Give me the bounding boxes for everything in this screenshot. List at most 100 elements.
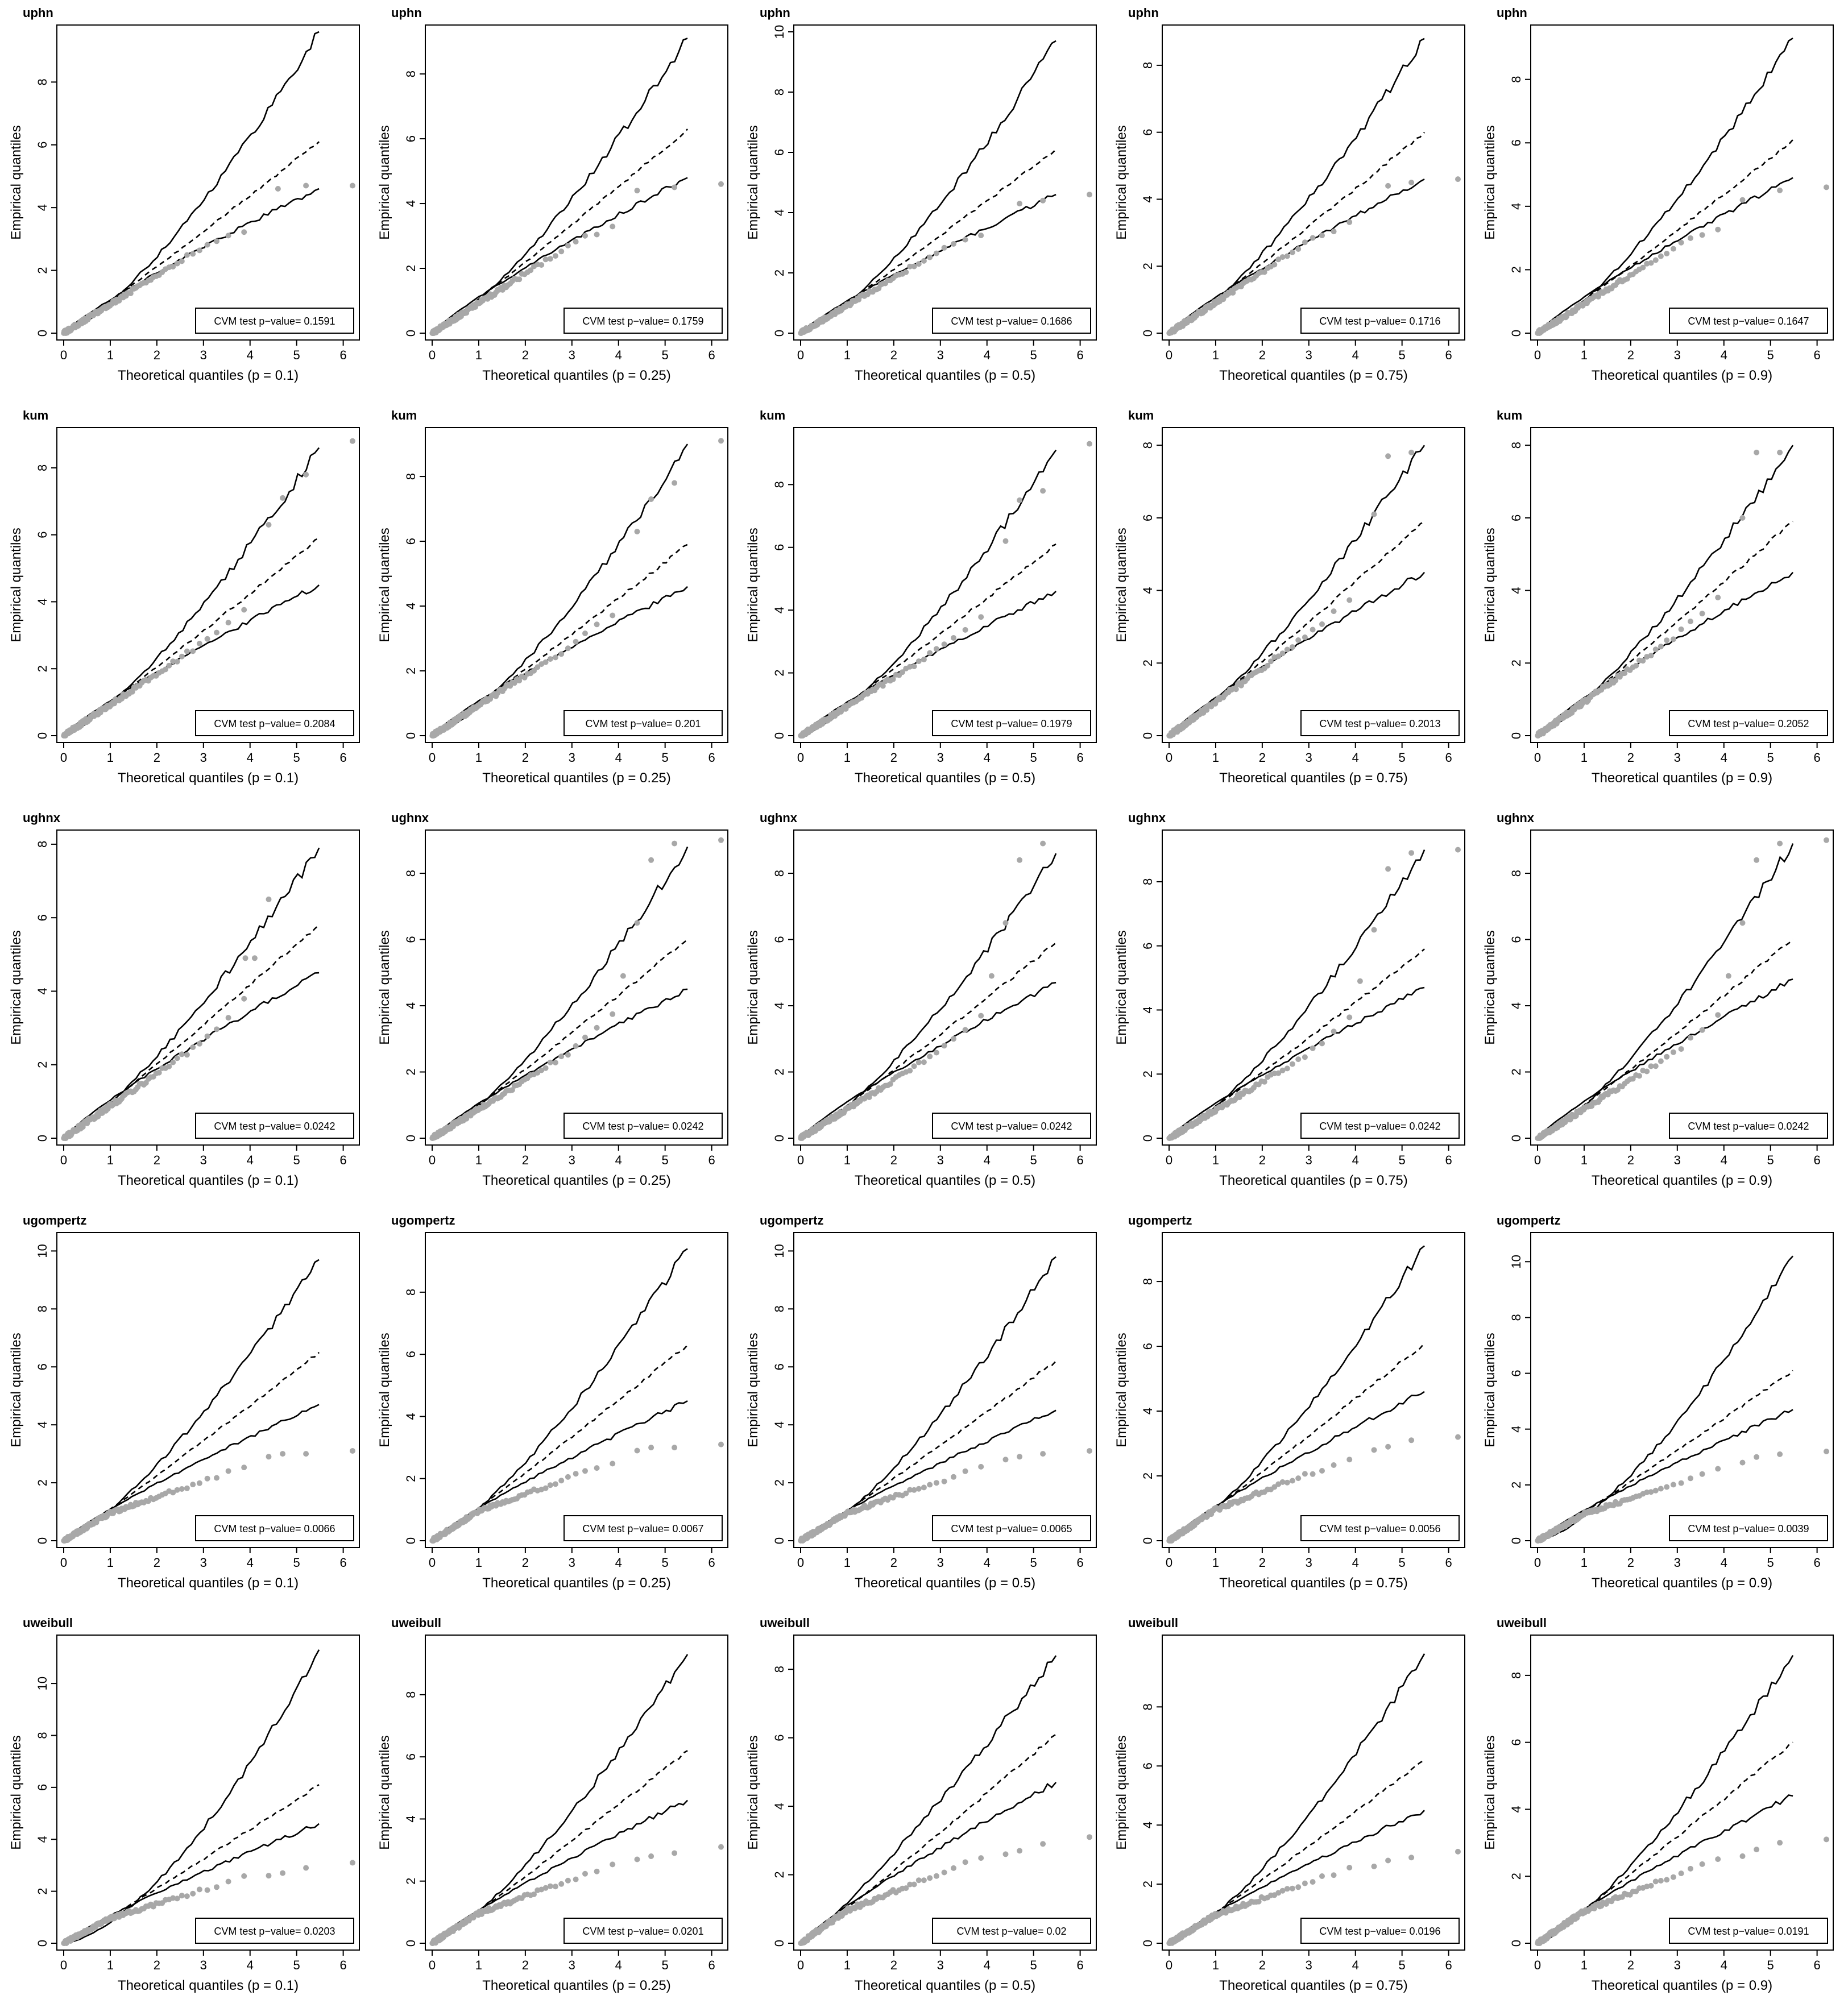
data-point bbox=[634, 529, 640, 534]
median-dashed-line bbox=[1537, 939, 1793, 1139]
upper-envelope-line bbox=[1537, 38, 1793, 334]
median-dashed-line bbox=[1169, 1759, 1425, 1944]
x-tick-label: 0 bbox=[429, 750, 436, 765]
data-point bbox=[927, 1482, 933, 1488]
data-point bbox=[1644, 1068, 1650, 1075]
data-point bbox=[184, 648, 190, 654]
x-tick-label: 3 bbox=[569, 1153, 575, 1167]
y-axis-label: Empirical quantiles bbox=[9, 528, 24, 642]
legend-box bbox=[1300, 1918, 1460, 1944]
y-tick-label: 0 bbox=[35, 1537, 49, 1544]
x-tick-label: 5 bbox=[293, 1958, 300, 1972]
x-tick-label: 3 bbox=[569, 750, 575, 765]
x-tick-label: 2 bbox=[522, 348, 529, 362]
x-tick-label: 6 bbox=[708, 750, 715, 765]
data-point bbox=[1688, 1865, 1693, 1872]
x-tick-label: 0 bbox=[429, 348, 436, 362]
data-point bbox=[303, 1865, 309, 1871]
data-point bbox=[1295, 246, 1302, 252]
x-tick-label: 1 bbox=[1581, 1153, 1588, 1167]
x-tick-label: 0 bbox=[1534, 1958, 1541, 1972]
data-point bbox=[648, 1445, 654, 1451]
y-tick-label: 8 bbox=[1141, 442, 1155, 449]
y-tick-label: 6 bbox=[35, 1363, 49, 1370]
legend-pvalue-text: CVM test p−value= 0.0242 bbox=[582, 1121, 703, 1132]
data-point bbox=[170, 1490, 176, 1496]
median-dashed-line bbox=[432, 544, 688, 737]
data-point bbox=[1002, 1457, 1009, 1463]
upper-envelope-line bbox=[1169, 849, 1426, 1139]
data-point bbox=[1754, 1847, 1760, 1853]
data-point bbox=[241, 1873, 247, 1879]
panel-ughnx-1: ughnx 0 1 2 3 4 5 6 0 2 4 6 8 Theoretical quantiles (… bbox=[9, 811, 360, 1188]
data-point bbox=[558, 1053, 565, 1060]
data-point bbox=[190, 648, 196, 654]
legend-pvalue-text: CVM test p−value= 0.2052 bbox=[1688, 718, 1809, 729]
data-point bbox=[1699, 1471, 1705, 1477]
data-point bbox=[516, 678, 523, 684]
data-point bbox=[565, 645, 571, 652]
x-tick-label: 6 bbox=[339, 1153, 346, 1167]
data-point bbox=[573, 638, 579, 645]
x-tick-label: 0 bbox=[60, 1555, 67, 1570]
data-point bbox=[565, 1877, 571, 1884]
data-point bbox=[1017, 201, 1023, 207]
x-axis-label: Theoretical quantiles (p = 0.1) bbox=[118, 368, 299, 383]
data-point bbox=[1644, 1489, 1650, 1495]
data-point bbox=[1289, 1061, 1295, 1067]
data-point bbox=[915, 261, 922, 267]
data-point bbox=[573, 1043, 579, 1049]
legend-pvalue-text: CVM test p−value= 0.0066 bbox=[214, 1523, 335, 1534]
data-point bbox=[1295, 637, 1302, 643]
y-tick-label: 6 bbox=[1509, 936, 1523, 943]
data-point bbox=[1302, 1054, 1308, 1060]
legend-pvalue-text: CVM test p−value= 0.02 bbox=[956, 1926, 1066, 1937]
legend-box bbox=[563, 1113, 723, 1139]
upper-envelope-line bbox=[1169, 445, 1426, 737]
y-tick-label: 0 bbox=[1509, 330, 1523, 337]
data-point bbox=[531, 1891, 537, 1897]
legend-pvalue-text: CVM test p−value= 0.0065 bbox=[951, 1523, 1072, 1534]
x-tick-label: 0 bbox=[60, 1153, 67, 1167]
y-axis-label: Empirical quantiles bbox=[745, 1735, 761, 1849]
data-point bbox=[1777, 449, 1783, 455]
data-point bbox=[538, 262, 545, 268]
data-point bbox=[516, 276, 523, 283]
data-point bbox=[214, 1884, 219, 1890]
x-tick-label: 6 bbox=[1813, 348, 1820, 362]
plot-frame bbox=[56, 829, 360, 1146]
data-point bbox=[204, 1033, 210, 1039]
data-point bbox=[1289, 644, 1295, 650]
y-tick-label: 6 bbox=[35, 532, 49, 538]
data-point bbox=[1385, 866, 1391, 872]
legend-box bbox=[1669, 1515, 1828, 1541]
data-point bbox=[1455, 1434, 1461, 1440]
panel-ughnx-5: ughnx 0 1 2 3 4 5 6 0 2 4 6 8 Theoretical quantiles (… bbox=[1482, 811, 1834, 1188]
y-tick-label: 4 bbox=[1141, 1822, 1155, 1828]
data-point bbox=[1279, 1067, 1286, 1073]
data-point bbox=[1455, 1848, 1461, 1855]
x-tick-label: 1 bbox=[1581, 750, 1588, 765]
median-dashed-line bbox=[1537, 139, 1794, 334]
y-tick-label: 4 bbox=[772, 1803, 786, 1810]
data-point bbox=[1644, 260, 1650, 267]
data-point bbox=[1284, 1886, 1290, 1892]
y-tick-label: 6 bbox=[35, 1784, 49, 1791]
median-dashed-line bbox=[1169, 521, 1425, 737]
data-point bbox=[962, 1468, 968, 1474]
upper-envelope-line bbox=[432, 443, 689, 737]
data-point bbox=[1652, 257, 1659, 263]
data-point bbox=[903, 269, 909, 275]
data-point bbox=[582, 1870, 588, 1877]
x-tick-label: 4 bbox=[247, 1153, 254, 1167]
x-tick-label: 4 bbox=[1721, 1958, 1727, 1972]
data-point bbox=[275, 186, 281, 192]
lower-envelope-line bbox=[1169, 986, 1425, 1139]
empirical-points bbox=[1166, 176, 1461, 336]
data-point bbox=[241, 607, 247, 613]
legend-pvalue-text: CVM test p−value= 0.201 bbox=[585, 718, 701, 729]
y-axis-label: Empirical quantiles bbox=[377, 1735, 392, 1849]
y-tick-label: 6 bbox=[772, 544, 786, 551]
